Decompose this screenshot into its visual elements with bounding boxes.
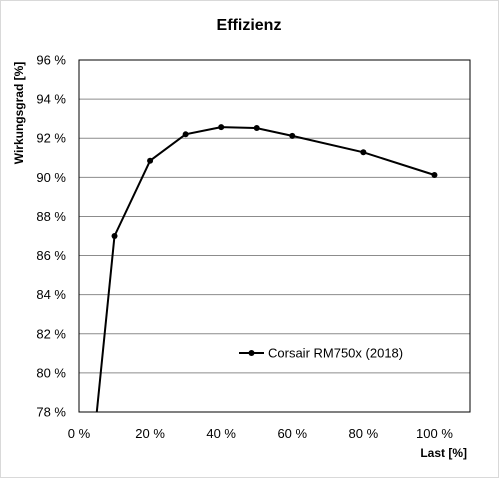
x-tick-label: 100 % bbox=[416, 426, 453, 441]
y-tick-label: 88 % bbox=[36, 209, 66, 224]
y-tick-label: 80 % bbox=[36, 365, 66, 380]
y-tick-label: 86 % bbox=[36, 248, 66, 263]
x-tick-labels: 0 % 20 % 40 % 60 % 80 % 100 % bbox=[68, 426, 454, 441]
data-point bbox=[431, 171, 438, 178]
series-layer bbox=[95, 124, 438, 413]
y-tick-label: 82 % bbox=[36, 326, 66, 341]
x-tick-label: 80 % bbox=[349, 426, 379, 441]
y-tick-label: 84 % bbox=[36, 287, 66, 302]
chart-title: Effizienz bbox=[217, 17, 282, 34]
plot-area-border bbox=[78, 59, 471, 413]
axes bbox=[78, 59, 471, 413]
x-tick-label: 40 % bbox=[206, 426, 236, 441]
y-tick-label: 96 % bbox=[36, 53, 66, 68]
legend-marker bbox=[248, 350, 255, 356]
x-tick-label: 20 % bbox=[135, 426, 165, 441]
data-point bbox=[289, 132, 296, 139]
y-tick-label: 90 % bbox=[36, 170, 66, 185]
legend-label: Corsair RM750x (2018) bbox=[268, 346, 403, 361]
data-point bbox=[111, 233, 118, 239]
y-tick-label: 94 % bbox=[36, 92, 66, 107]
data-point bbox=[218, 124, 225, 131]
x-tick-label: 0 % bbox=[68, 426, 91, 441]
data-point bbox=[182, 131, 189, 138]
data-point bbox=[360, 149, 367, 156]
y-tick-label: 92 % bbox=[36, 131, 66, 146]
x-axis-label: Last [%] bbox=[420, 446, 467, 460]
legend: Corsair RM750x (2018) bbox=[239, 346, 403, 361]
data-point bbox=[253, 125, 260, 132]
y-axis-label: Wirkungsgrad [%] bbox=[12, 62, 26, 165]
y-tick-labels: 78 % 80 % 82 % 84 % 86 % 88 % 90 % 92 % 94 % 96 % bbox=[36, 53, 66, 420]
y-tick-label: 78 % bbox=[36, 405, 66, 420]
x-tick-label: 60 % bbox=[277, 426, 307, 441]
data-point bbox=[147, 157, 154, 164]
